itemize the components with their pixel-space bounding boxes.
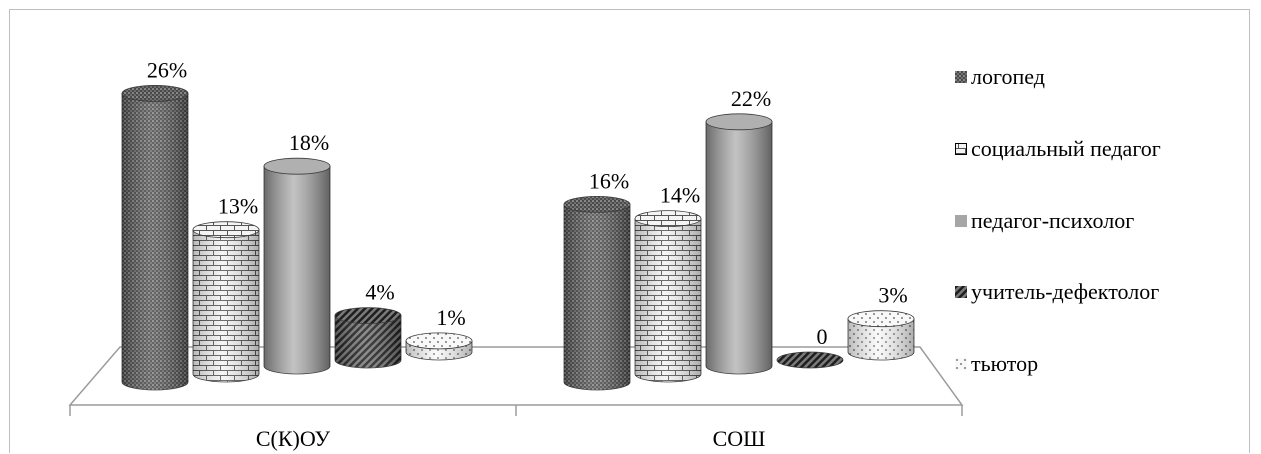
bar-cylinder <box>634 210 702 383</box>
bar-cylinder <box>776 351 844 369</box>
legend-item: учитель-дефектолог <box>955 279 1159 305</box>
legend-swatch-icon <box>955 286 967 298</box>
bar-cylinder <box>192 221 260 383</box>
legend-item: тьютор <box>955 351 1038 377</box>
data-label: 22% <box>731 86 771 111</box>
data-label: 0 <box>817 324 828 349</box>
bar-cylinder <box>563 195 631 391</box>
legend-swatch-icon <box>955 215 967 227</box>
legend-label: учитель-дефектолог <box>971 279 1160 304</box>
category-label: СОШ <box>713 426 766 451</box>
legend-item: педагог-психолог <box>955 208 1134 234</box>
data-label: 3% <box>878 283 907 308</box>
chart-frame <box>9 9 1250 453</box>
data-label: 14% <box>660 183 700 208</box>
legend-label: социальный педагог <box>971 136 1161 161</box>
legend-swatch-icon <box>955 358 967 370</box>
data-label: 18% <box>289 130 329 155</box>
data-label: 16% <box>589 168 629 193</box>
legend-label: тьютор <box>971 351 1039 376</box>
data-label: 13% <box>218 194 258 219</box>
bar-cylinder <box>405 332 473 361</box>
data-label: 4% <box>365 280 394 305</box>
legend-item: социальный педагог <box>955 136 1161 162</box>
data-label: 1% <box>436 305 465 330</box>
bar-cylinder <box>705 113 773 375</box>
legend-label: педагог-психолог <box>971 208 1135 233</box>
bar-cylinder <box>121 85 189 391</box>
bar-cylinder <box>263 157 331 375</box>
category-label: С(К)ОУ <box>256 426 331 451</box>
legend-item: логопед <box>955 64 1045 90</box>
bar-cylinder <box>847 310 915 361</box>
legend-swatch-icon <box>955 71 967 83</box>
bar-cylinder <box>334 307 402 369</box>
legend-swatch-icon <box>955 143 967 155</box>
data-label: 26% <box>147 57 187 82</box>
legend-label: логопед <box>971 64 1045 89</box>
